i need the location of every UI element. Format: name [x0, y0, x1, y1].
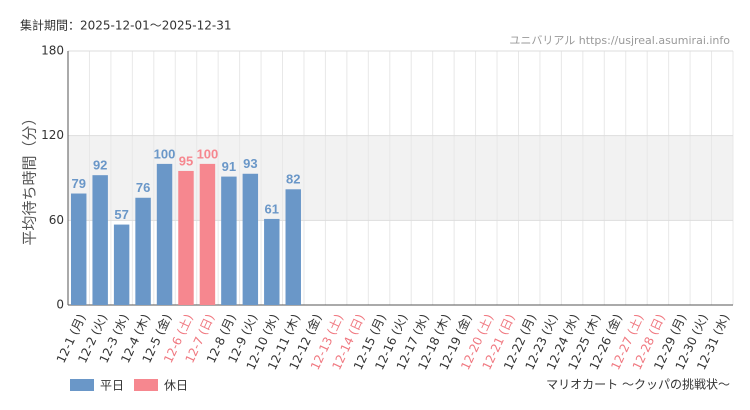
bar: [92, 175, 108, 305]
bar: [199, 163, 216, 305]
value-label: 95: [179, 153, 193, 168]
value-label: 82: [286, 172, 300, 187]
legend-label: 休日: [164, 379, 188, 393]
value-label: 61: [265, 201, 279, 216]
y-tick-label: 60: [49, 213, 64, 227]
attraction: マリオカート ～クッパの挑戦状～: [546, 378, 730, 392]
value-label: 100: [154, 146, 176, 161]
value-label: 57: [114, 207, 128, 222]
legend-label: 平日: [100, 379, 124, 393]
legend-swatch: [134, 379, 158, 391]
bar: [113, 224, 130, 305]
bar: [135, 197, 151, 305]
y-axis-label: 平均待ち時間（分）: [21, 110, 39, 245]
bar: [242, 173, 259, 305]
value-label: 100: [197, 146, 219, 161]
bar: [156, 163, 173, 305]
bar: [221, 176, 237, 305]
value-label: 76: [136, 180, 150, 195]
value-label: 92: [93, 158, 107, 173]
y-tick-label: 120: [41, 128, 64, 142]
bar: [178, 170, 194, 305]
bar: [264, 218, 280, 305]
y-tick-label: 180: [41, 44, 64, 58]
bar: [285, 189, 301, 305]
period: 集計期間：2025-12-01～2025-12-31: [20, 18, 231, 33]
value-label: 93: [243, 156, 257, 171]
value-label: 79: [71, 176, 85, 191]
bar: [71, 193, 87, 305]
site: ユニバリアル https://usjreal.asumirai.info: [509, 34, 730, 47]
legend-swatch: [70, 379, 94, 391]
y-tick-label: 0: [56, 298, 64, 312]
value-label: 91: [222, 159, 236, 174]
